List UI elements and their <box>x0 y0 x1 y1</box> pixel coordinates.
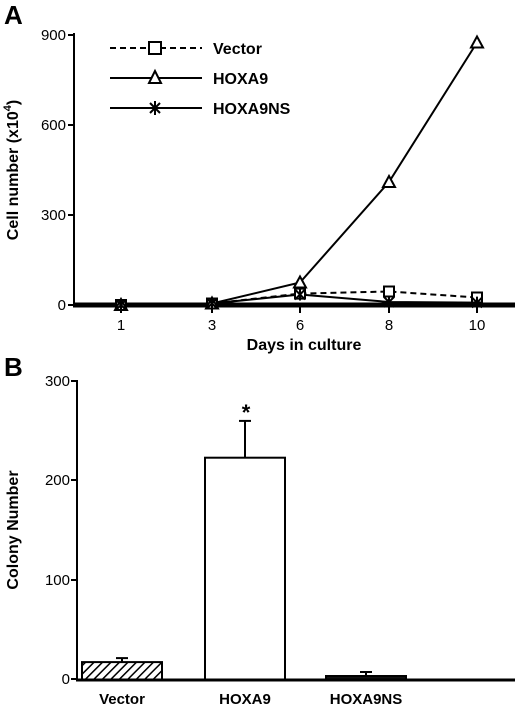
panel-a-x-axis-title: Days in culture <box>247 337 362 354</box>
legend-item-hoxa9ns: HOXA9NS <box>110 101 291 118</box>
legend-item-vector: Vector <box>110 41 262 58</box>
panel-b-y-tick: 0 <box>62 671 70 688</box>
panel-a-x-tick: 10 <box>469 317 486 334</box>
panel-a-x-ticks: 1 3 6 8 10 <box>117 317 486 334</box>
panel-a-markers <box>113 34 485 311</box>
panel-b-x-labels: Vector HOXA9 HOXA9NS <box>99 691 402 708</box>
point-hoxa9ns <box>383 296 395 308</box>
panel-a-x-tick: 1 <box>117 317 125 334</box>
panel-b-y-tick: 200 <box>45 472 70 489</box>
legend-marker-square <box>148 41 162 55</box>
panel-b-x-label: Vector <box>99 691 145 708</box>
bar-vector <box>81 661 163 681</box>
point-hoxa9 <box>469 34 485 49</box>
legend-label-hoxa9ns: HOXA9NS <box>213 101 291 118</box>
legend-label-vector: Vector <box>213 41 262 58</box>
point-hoxa9 <box>381 173 397 188</box>
point-hoxa9ns <box>115 299 127 311</box>
point-hoxa9ns <box>206 297 218 310</box>
panel-b: B Colony Number 0 100 200 300 Vector HOX… <box>4 352 515 708</box>
legend-label-hoxa9: HOXA9 <box>213 71 268 88</box>
point-vector <box>383 285 395 298</box>
panel-b-letter: B <box>4 352 23 382</box>
panel-b-y-tick: 100 <box>45 572 70 589</box>
panel-a-lines <box>120 41 478 306</box>
panel-a-y-tick: 300 <box>41 207 66 224</box>
panel-a: A Cell number (x104) 0 300 600 900 1 3 6 <box>2 0 515 354</box>
legend-marker-triangle <box>147 68 163 84</box>
panel-a-y-tick: 900 <box>41 27 66 44</box>
panel-b-x-label: HOXA9 <box>219 691 271 708</box>
panel-a-y-axis-title: Cell number (x104) <box>2 100 22 240</box>
panel-a-x-tick: 8 <box>385 317 393 334</box>
panel-a-letter: A <box>4 0 23 30</box>
point-hoxa9ns <box>471 296 483 309</box>
point-hoxa9 <box>292 274 308 289</box>
panel-a-y-ticks: 0 300 600 900 <box>41 27 66 314</box>
point-hoxa9ns <box>294 288 306 301</box>
panel-b-y-axis-title: Colony Number <box>5 470 22 589</box>
panel-a-legend: Vector HOXA9 HOXA9NS <box>110 41 291 118</box>
significance-asterisk: * <box>242 400 251 425</box>
panel-b-y-tick: 300 <box>45 373 70 390</box>
legend-marker-star <box>149 101 161 115</box>
panel-a-y-tick: 600 <box>41 117 66 134</box>
panel-b-x-label: HOXA9NS <box>330 691 403 708</box>
bar-hoxa9 <box>204 456 286 682</box>
panel-a-x-tick: 6 <box>296 317 304 334</box>
panel-a-x-tick: 3 <box>208 317 216 334</box>
legend-item-hoxa9: HOXA9 <box>110 68 268 88</box>
panel-b-y-ticks: 0 100 200 300 <box>45 373 70 688</box>
panel-a-y-tick: 0 <box>58 297 66 314</box>
series-line-hoxa9 <box>120 41 478 306</box>
panel-b-bars <box>81 419 407 682</box>
